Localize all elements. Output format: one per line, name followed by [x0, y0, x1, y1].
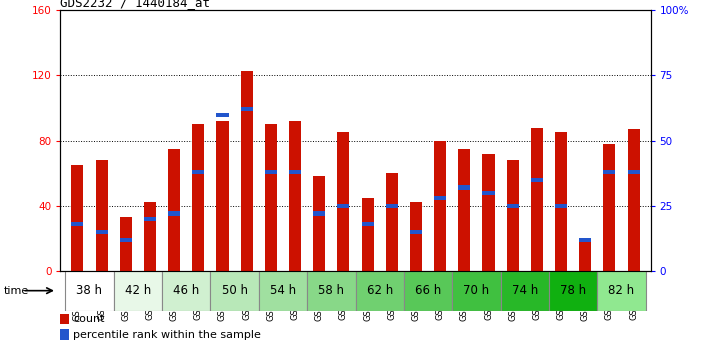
- Bar: [459, 149, 471, 271]
- Bar: [240, 107, 252, 111]
- Bar: [362, 198, 374, 271]
- Bar: [119, 238, 132, 242]
- Text: percentile rank within the sample: percentile rank within the sample: [73, 330, 261, 340]
- Bar: [168, 149, 180, 271]
- Bar: [71, 165, 83, 271]
- Text: 46 h: 46 h: [173, 284, 199, 297]
- Bar: [60, 329, 70, 340]
- Bar: [628, 170, 640, 174]
- Bar: [356, 271, 404, 310]
- Text: time: time: [4, 286, 29, 296]
- Bar: [555, 204, 567, 208]
- Bar: [507, 160, 519, 271]
- Bar: [114, 271, 162, 310]
- Bar: [579, 238, 592, 271]
- Text: GDS2232 / 1440184_at: GDS2232 / 1440184_at: [60, 0, 210, 9]
- Bar: [501, 271, 549, 310]
- Bar: [192, 170, 204, 174]
- Bar: [434, 141, 447, 271]
- Bar: [459, 186, 471, 189]
- Text: 74 h: 74 h: [512, 284, 538, 297]
- Bar: [604, 170, 616, 174]
- Bar: [386, 173, 398, 271]
- Bar: [579, 238, 592, 242]
- Text: 38 h: 38 h: [77, 284, 102, 297]
- Bar: [216, 112, 228, 117]
- Bar: [144, 217, 156, 221]
- Text: 66 h: 66 h: [415, 284, 442, 297]
- Bar: [259, 271, 307, 310]
- Bar: [404, 271, 452, 310]
- Bar: [337, 132, 349, 271]
- Bar: [168, 211, 180, 216]
- Bar: [216, 121, 228, 271]
- Bar: [60, 314, 70, 324]
- Bar: [162, 271, 210, 310]
- Bar: [410, 203, 422, 271]
- Bar: [410, 230, 422, 234]
- Bar: [119, 217, 132, 271]
- Bar: [549, 271, 597, 310]
- Text: 62 h: 62 h: [367, 284, 392, 297]
- Bar: [337, 204, 349, 208]
- Text: 58 h: 58 h: [319, 284, 344, 297]
- Bar: [210, 271, 259, 310]
- Bar: [452, 271, 501, 310]
- Bar: [555, 132, 567, 271]
- Bar: [483, 154, 495, 271]
- Bar: [604, 144, 616, 271]
- Bar: [95, 230, 107, 234]
- Bar: [483, 191, 495, 195]
- Bar: [313, 176, 325, 271]
- Text: 54 h: 54 h: [270, 284, 296, 297]
- Text: 70 h: 70 h: [464, 284, 489, 297]
- Bar: [386, 204, 398, 208]
- Text: 78 h: 78 h: [560, 284, 587, 297]
- Text: 82 h: 82 h: [609, 284, 635, 297]
- Bar: [313, 211, 325, 216]
- Bar: [434, 196, 447, 200]
- Bar: [144, 203, 156, 271]
- Bar: [65, 271, 114, 310]
- Bar: [507, 204, 519, 208]
- Bar: [192, 124, 204, 271]
- Bar: [264, 170, 277, 174]
- Bar: [307, 271, 356, 310]
- Bar: [628, 129, 640, 271]
- Bar: [240, 71, 252, 271]
- Text: 42 h: 42 h: [124, 284, 151, 297]
- Bar: [264, 124, 277, 271]
- Bar: [531, 128, 543, 271]
- Bar: [95, 160, 107, 271]
- Text: 50 h: 50 h: [222, 284, 247, 297]
- Bar: [71, 222, 83, 226]
- Text: count: count: [73, 314, 105, 324]
- Bar: [289, 170, 301, 174]
- Bar: [597, 271, 646, 310]
- Bar: [289, 121, 301, 271]
- Bar: [362, 222, 374, 226]
- Bar: [531, 178, 543, 182]
